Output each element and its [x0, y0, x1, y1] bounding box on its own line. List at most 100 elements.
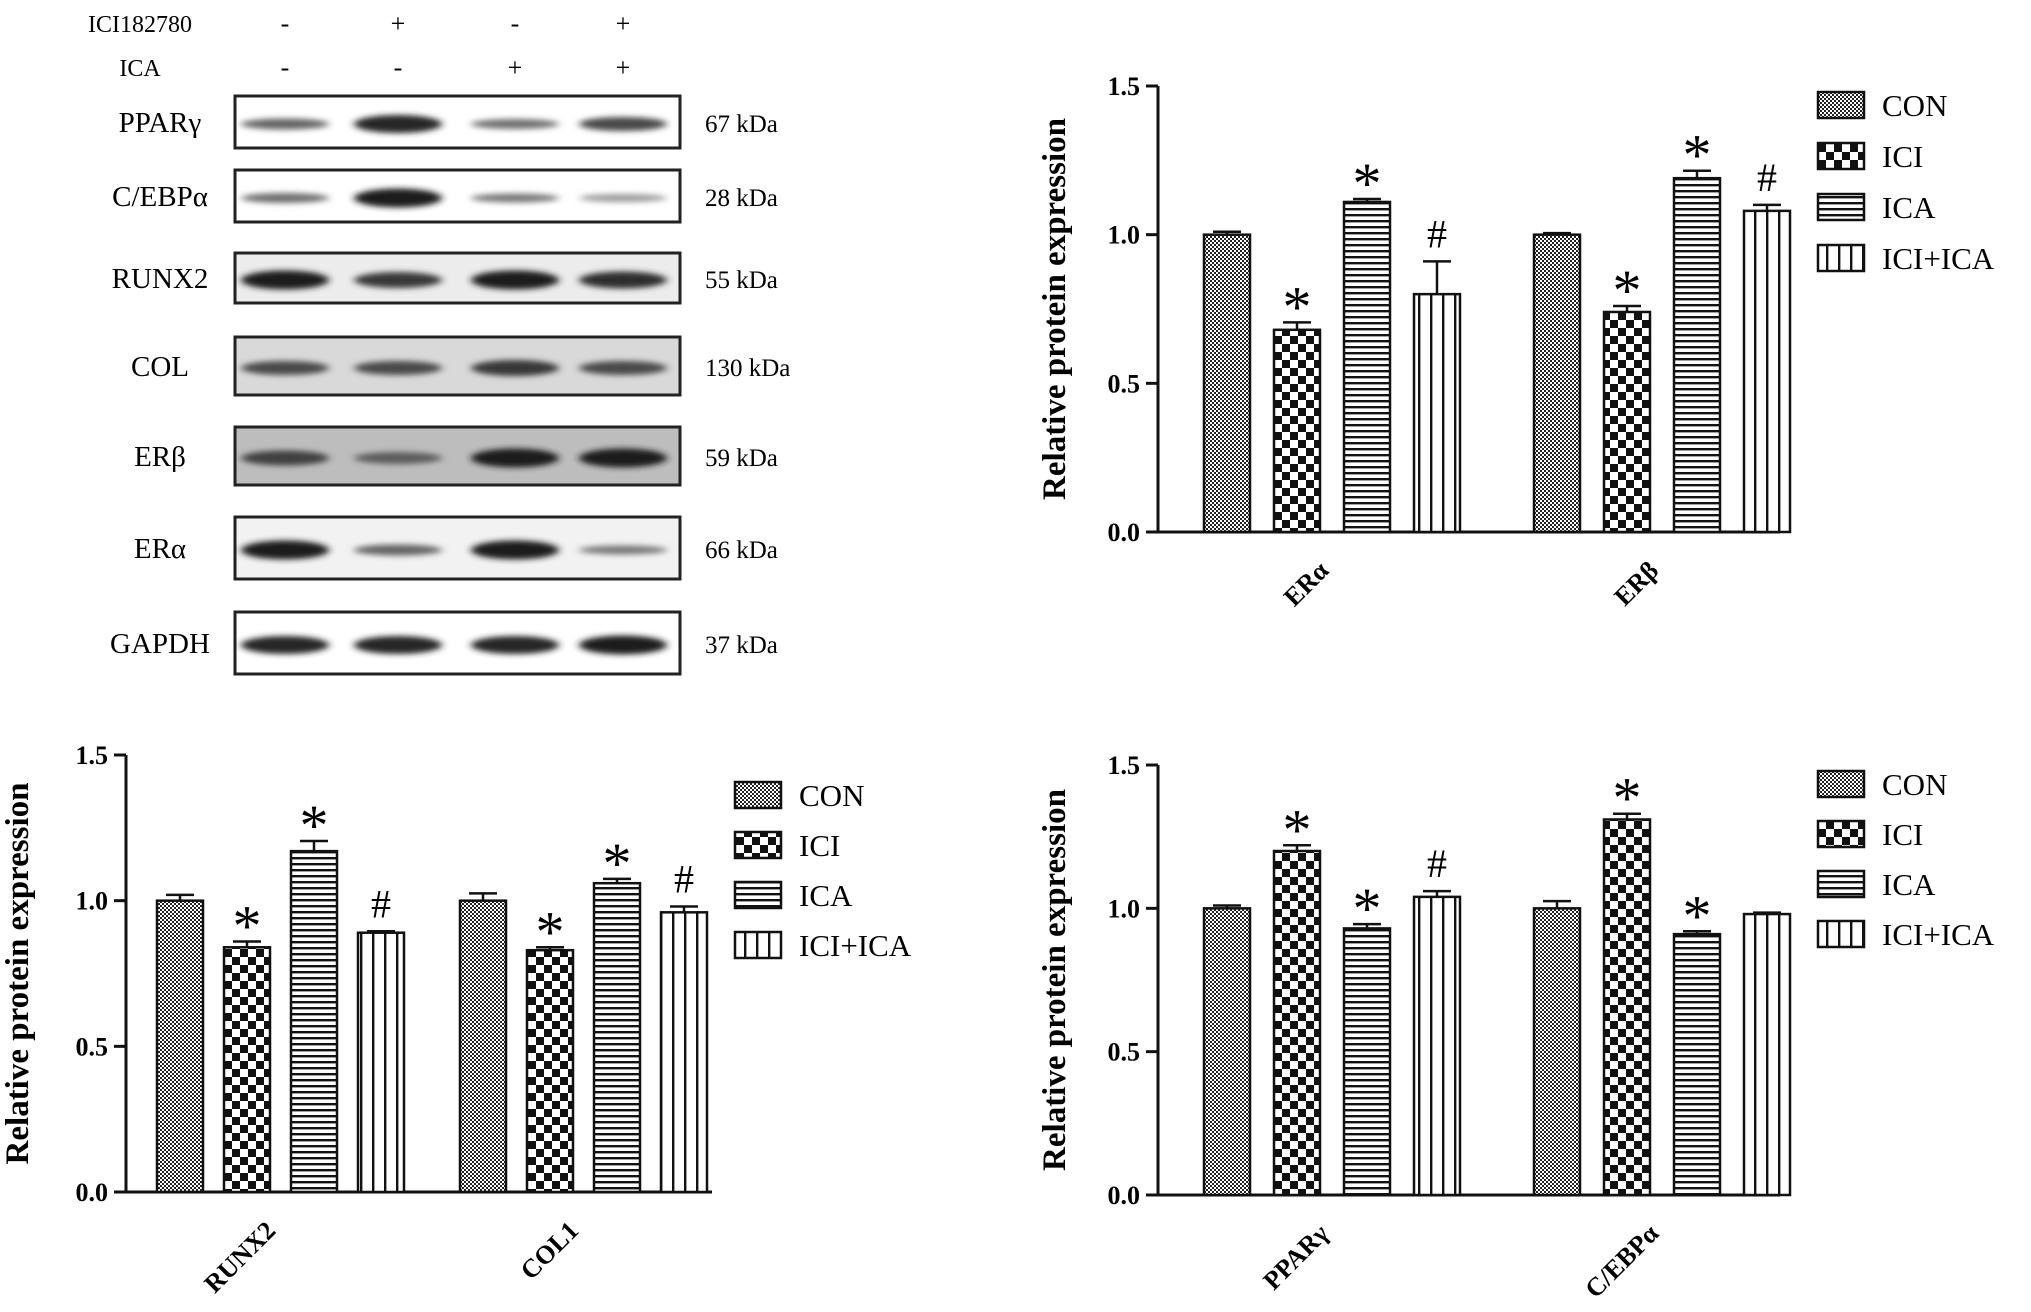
blot-band [471, 448, 559, 468]
bar [155, 899, 205, 1194]
legend-label: CON [799, 778, 864, 813]
significance-marker: # [1427, 211, 1447, 256]
chart-ppar-cebp-expression: Relative protein expression 0.0 0.5 1.0 1.5 *… [1037, 751, 1995, 1304]
legend-label: CON [1882, 767, 1947, 802]
blot-band [241, 450, 329, 466]
blot-band [241, 540, 329, 560]
blot-protein-label: ERβ [134, 441, 186, 473]
blot-band [241, 118, 329, 130]
blot-band [354, 361, 442, 375]
blot-band [241, 361, 329, 375]
significance-marker: * [536, 899, 565, 964]
legend-label: ICA [1882, 867, 1936, 902]
treatment-sign: - [281, 9, 290, 38]
blot-protein-label: ERα [134, 533, 186, 565]
treatment-sign: + [616, 9, 631, 38]
significance-marker: # [674, 856, 694, 901]
legend-label: ICI [799, 828, 840, 863]
blot-band [354, 272, 442, 288]
blot-band [579, 545, 667, 555]
bar [356, 931, 406, 1194]
blot-protein-label: RUNX2 [112, 263, 209, 295]
y-tick-label: 1.5 [1108, 751, 1141, 780]
legend-swatch [1816, 192, 1866, 222]
blot-size-label: 37 kDa [705, 632, 778, 659]
bar [1672, 932, 1722, 1197]
bar [1602, 818, 1652, 1197]
legend-label: ICI+ICA [1882, 917, 1995, 952]
bar [222, 946, 272, 1194]
blot-size-label: 28 kDa [705, 185, 778, 212]
blot-protein-label: PPARγ [119, 107, 202, 139]
bar [1602, 310, 1652, 534]
bar [1672, 176, 1722, 534]
blot-band [471, 540, 559, 560]
bar [592, 881, 642, 1194]
blot-band [241, 636, 329, 654]
treatment-sign: - [281, 53, 290, 82]
significance-marker: * [1683, 123, 1712, 188]
blot-band [579, 448, 667, 468]
chart-er-expression: Relative protein expression 0.0 0.5 1.0 1.5 *… [1037, 72, 1995, 612]
significance-marker: * [603, 831, 632, 896]
significance-marker: * [300, 793, 329, 858]
chart-runx2-col1-expression: Relative protein expression 0.0 0.5 1.0 1.5 *… [0, 741, 912, 1299]
blot-size-label: 130 kDa [705, 355, 790, 382]
y-tick-label: 1.0 [1108, 894, 1141, 923]
y-tick-label: 0.5 [1108, 1038, 1141, 1067]
significance-marker: * [1353, 151, 1382, 216]
y-axis-label: Relative protein expression [0, 783, 36, 1165]
y-tick-label: 0.0 [1108, 1181, 1141, 1210]
blot-size-label: 66 kDa [705, 537, 778, 564]
bar [1412, 292, 1462, 534]
legend-swatch [1816, 90, 1866, 120]
bar [1532, 907, 1582, 1197]
bar [1202, 907, 1252, 1197]
bar [1742, 209, 1792, 534]
legend-swatch [733, 830, 783, 860]
y-tick-label: 1.0 [1108, 221, 1141, 250]
y-axis-label: Relative protein expression [1037, 789, 1073, 1171]
blot-band [579, 635, 667, 655]
significance-marker: * [233, 893, 262, 958]
bar [1272, 328, 1322, 534]
x-category-label: COL1 [515, 1216, 585, 1286]
significance-marker: # [1757, 155, 1777, 200]
bar [1742, 912, 1792, 1197]
blot-protein-label: COL [131, 351, 189, 383]
blot-size-label: 55 kDa [705, 267, 778, 294]
bar [1532, 233, 1582, 534]
treatment-sign: - [511, 9, 520, 38]
bar [1202, 233, 1252, 534]
western-blot-panel: ICI182780 - + - + ICA - - + + PPARγ 67 kDa C/EBPα 28 … [88, 9, 790, 676]
legend-label: ICI+ICA [1882, 241, 1995, 276]
bar [1412, 895, 1462, 1197]
significance-marker: * [1613, 258, 1642, 323]
legend-swatch [1816, 819, 1866, 849]
blot-band [354, 188, 442, 208]
y-tick-label: 0.0 [1108, 518, 1141, 547]
significance-marker: * [1613, 766, 1642, 831]
y-tick-label: 1.0 [76, 887, 109, 916]
blot-protein-label: C/EBPα [112, 181, 208, 213]
blot-band [579, 194, 667, 202]
legend-swatch [1816, 919, 1866, 949]
treatment-sign: + [391, 9, 406, 38]
blot-band [354, 636, 442, 654]
y-tick-label: 0.5 [1108, 369, 1141, 398]
blot-band [471, 119, 559, 129]
blot-size-label: 67 kDa [705, 111, 778, 138]
significance-marker: * [1683, 883, 1712, 948]
bar [289, 849, 339, 1194]
significance-marker: * [1283, 797, 1312, 862]
y-tick-label: 0.5 [76, 1032, 109, 1061]
blot-band [354, 452, 442, 464]
legend-swatch [733, 880, 783, 910]
significance-marker: # [1427, 841, 1447, 886]
blot-size-label: 59 kDa [705, 445, 778, 472]
legend-label: ICI [1882, 139, 1923, 174]
treatment-sign: + [616, 53, 631, 82]
x-category-label: RUNX2 [198, 1216, 281, 1299]
legend-swatch [1816, 869, 1866, 899]
significance-marker: * [1353, 876, 1382, 941]
